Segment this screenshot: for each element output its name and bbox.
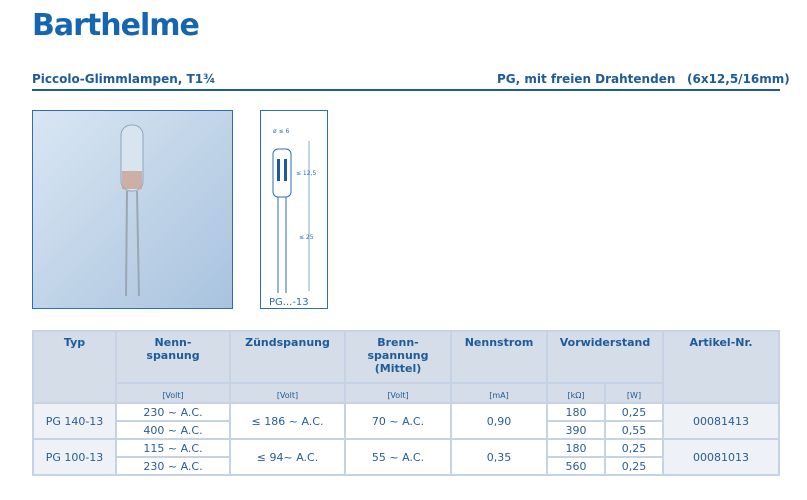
- cell-kohm: 180: [546, 438, 606, 458]
- spec-table: Typ Nenn- spanung Zündspanung Brenn- spa…: [32, 330, 780, 476]
- product-dimensions: (6x12,5/16mm): [687, 72, 790, 86]
- unit: [Volt]: [115, 382, 231, 404]
- cell-kohm: 390: [546, 420, 606, 440]
- cell-brenn: 70 ~ A.C.: [344, 402, 452, 440]
- th-typ: Typ: [32, 330, 117, 404]
- th-vor: Vorwiderstand: [546, 330, 664, 384]
- product-type: PG, mit freien Drahtenden: [497, 72, 676, 86]
- cell-w: 0,25: [604, 438, 664, 458]
- th-zuend: Zündspanung: [229, 330, 346, 384]
- cell-art: 00081013: [662, 438, 780, 476]
- unit: [Volt]: [229, 382, 346, 404]
- cell-w: 0,55: [604, 420, 664, 440]
- unit: [mA]: [450, 382, 548, 404]
- cell-typ: PG 140-13: [32, 402, 117, 440]
- cell-kohm: 180: [546, 402, 606, 422]
- lamp-photo: [32, 110, 233, 309]
- cell-typ: PG 100-13: [32, 438, 117, 476]
- cell-nenn: 230 ~ A.C.: [115, 456, 231, 476]
- dimension-drawing: ø ≤ 6 ≤ 12,5 ≤ 25 PG...-13: [260, 110, 328, 309]
- header-rule: [32, 89, 780, 91]
- cell-nenn: 115 ~ A.C.: [115, 438, 231, 458]
- table-row: 400 ~ A.C. 390 0,55: [33, 420, 779, 440]
- cell-zuend: ≤ 94~ A.C.: [229, 438, 346, 476]
- drawing-caption: PG...-13: [269, 297, 309, 308]
- cell-w: 0,25: [604, 456, 664, 476]
- brand-logo: Barthelme: [32, 8, 200, 43]
- th-nenn: Nenn- spanung: [115, 330, 231, 384]
- th-brenn: Brenn- spannung (Mittel): [344, 330, 452, 384]
- cell-zuend: ≤ 186 ~ A.C.: [229, 402, 346, 440]
- product-title: Piccolo-Glimmlampen, T1¾: [32, 72, 216, 86]
- height1-label: ≤ 12,5: [296, 170, 316, 177]
- table-row: PG 140-13 230 ~ A.C. ≤ 186 ~ A.C. 70 ~ A…: [32, 402, 780, 440]
- diameter-label: ø ≤ 6: [273, 128, 290, 135]
- unit: [Volt]: [344, 382, 452, 404]
- cell-w: 0,25: [604, 402, 664, 422]
- height2-label: ≤ 25: [299, 234, 314, 241]
- unit: [W]: [604, 382, 664, 404]
- cell-nenn: 400 ~ A.C.: [115, 420, 231, 440]
- table-row: PG 100-13 115 ~ A.C. ≤ 94~ A.C. 55 ~ A.C…: [32, 438, 780, 476]
- cell-strom: 0,90: [450, 402, 548, 440]
- cell-art: 00081413: [662, 402, 780, 440]
- cell-strom: 0,35: [450, 438, 548, 476]
- th-strom: Nennstrom: [450, 330, 548, 384]
- unit: [kΩ]: [546, 382, 606, 404]
- table-row: 230 ~ A.C. 560 0,25: [33, 456, 779, 476]
- cell-nenn: 230 ~ A.C.: [115, 402, 231, 422]
- cell-kohm: 560: [546, 456, 606, 476]
- cell-brenn: 55 ~ A.C.: [344, 438, 452, 476]
- th-art: Artikel-Nr.: [662, 330, 780, 404]
